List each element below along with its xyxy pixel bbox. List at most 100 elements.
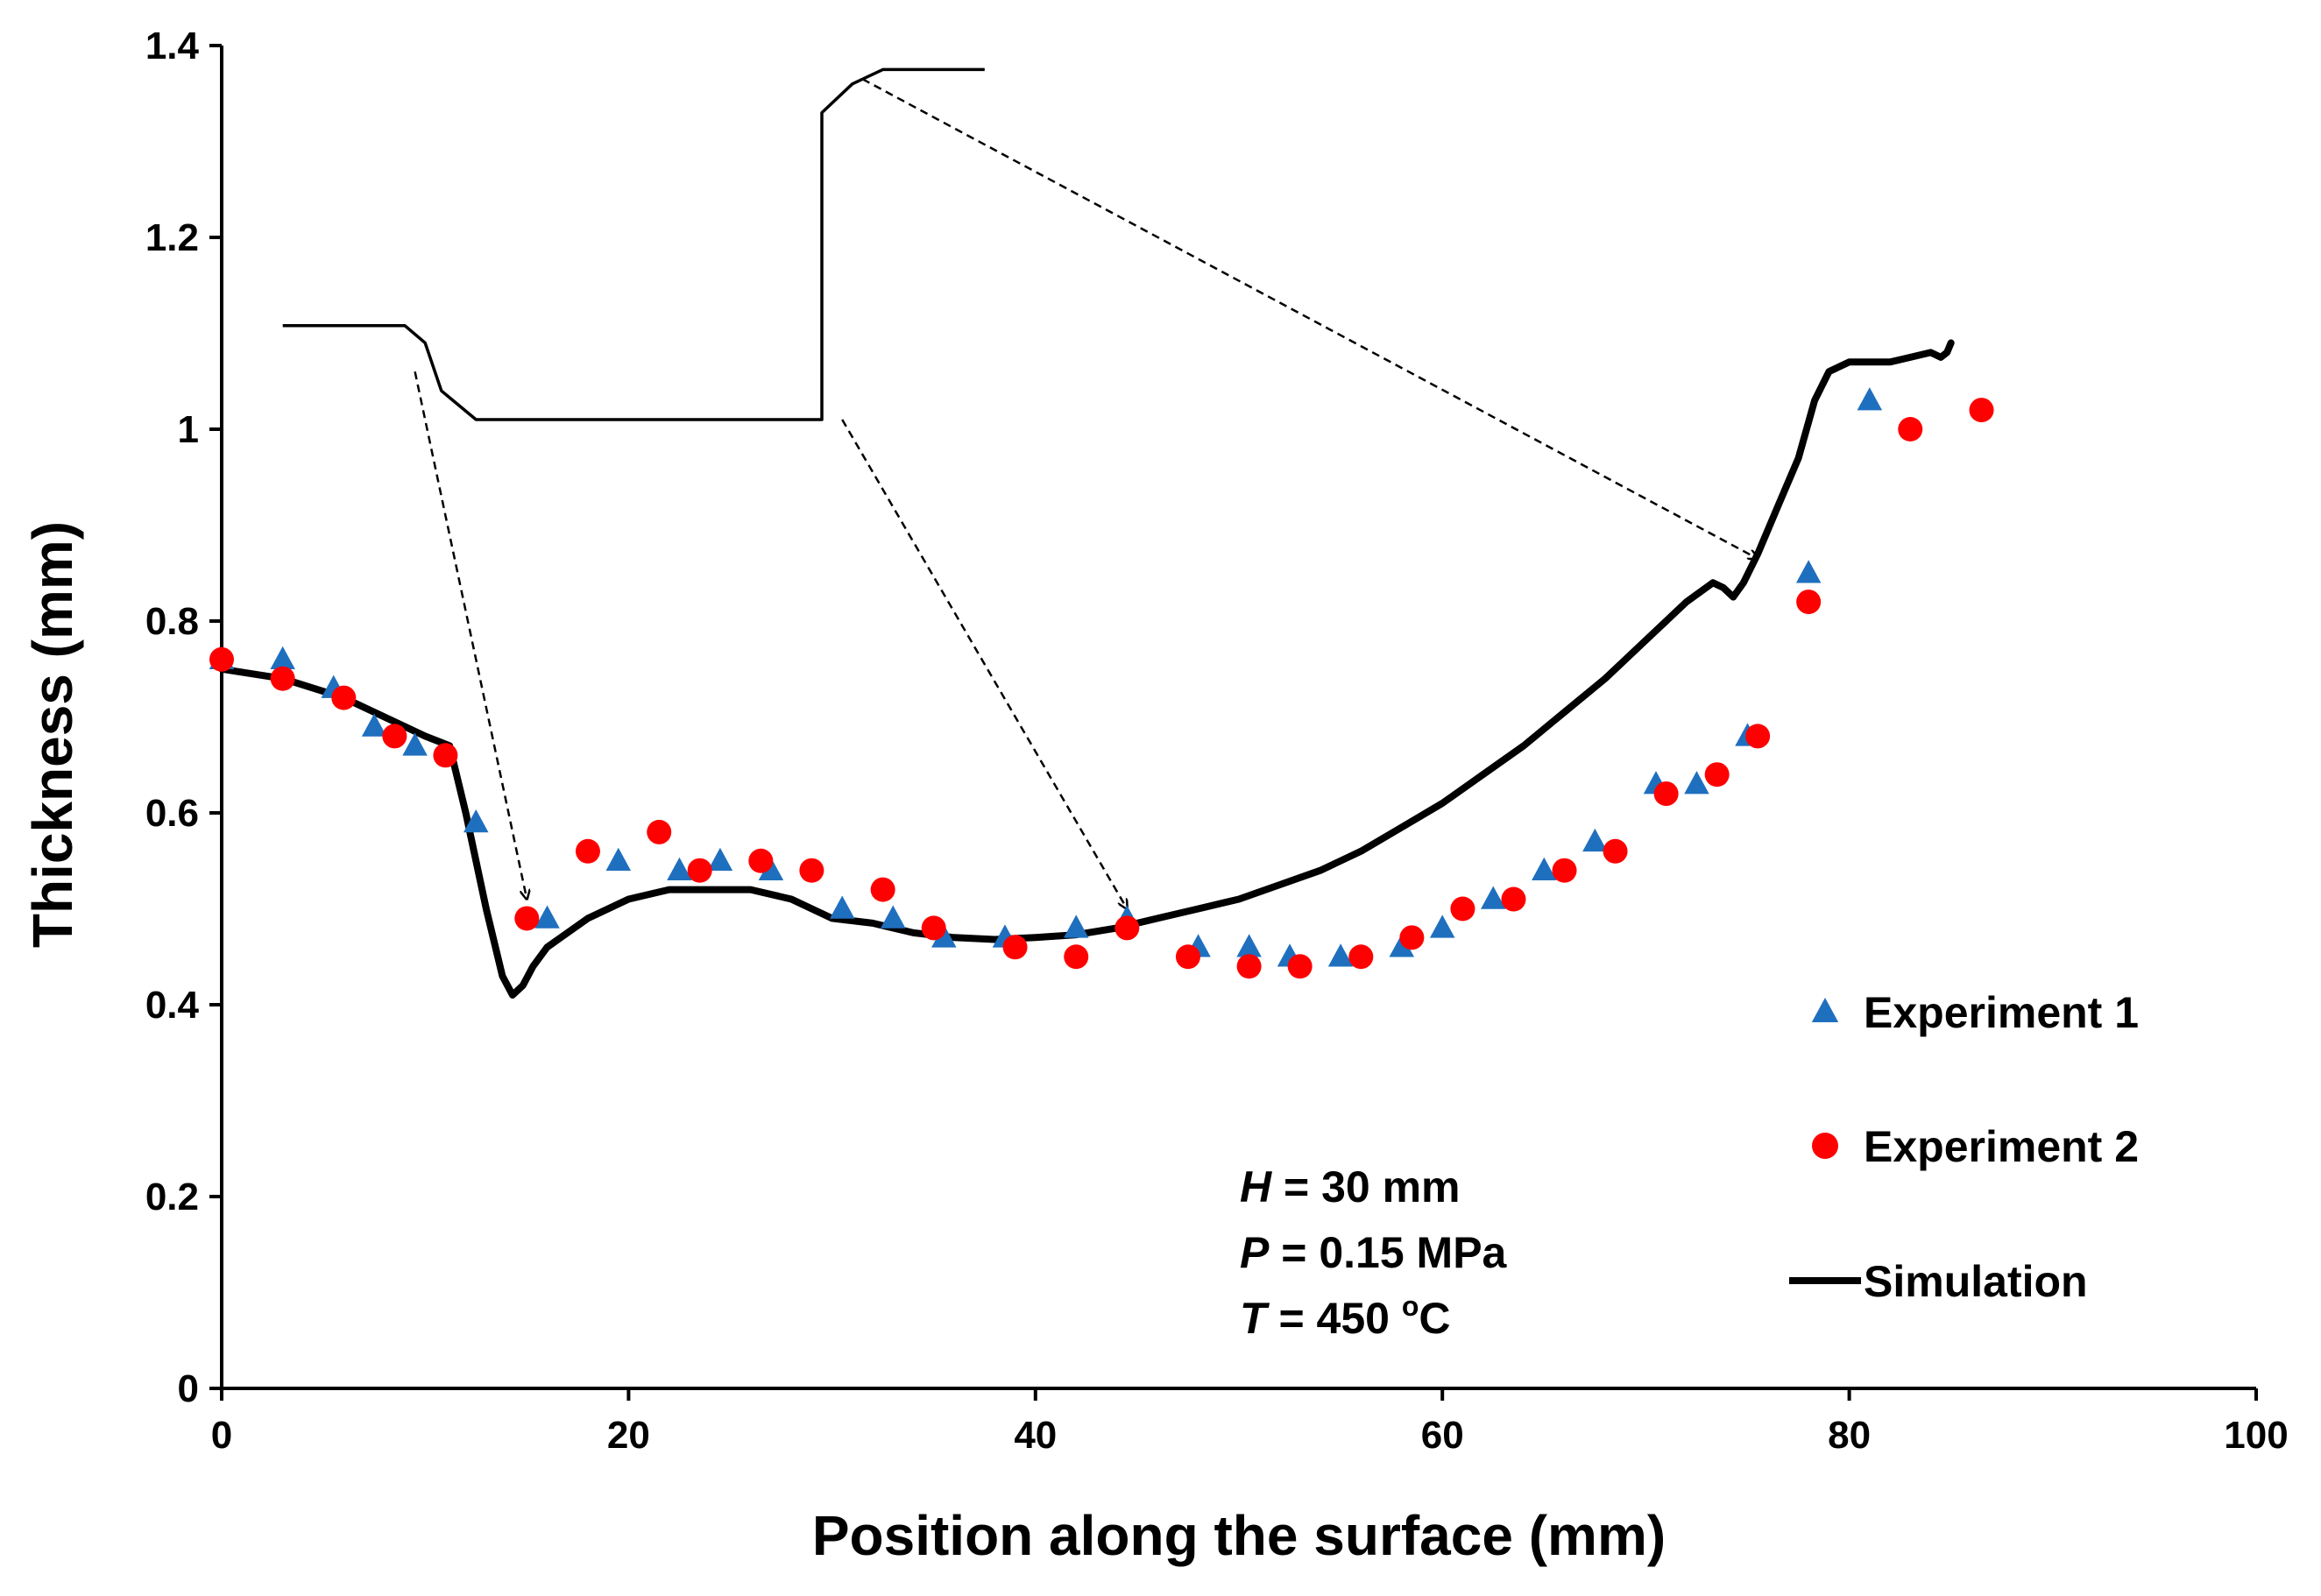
experiment-2-point — [1064, 944, 1089, 970]
experiment-1-point — [534, 905, 560, 929]
experiment-2-point — [1704, 762, 1730, 787]
experiment-1-point — [1582, 828, 1608, 852]
y-ticks: 0 0.2 0.4 0.6 0.8 1 1.2 1.4 — [145, 25, 222, 1410]
experiment-2-point — [1552, 858, 1577, 883]
experiment-2-point — [1969, 398, 1994, 423]
experiment-2-point — [921, 915, 946, 941]
annotation-arrows — [414, 78, 1758, 908]
experiment-2-point — [1450, 896, 1475, 922]
annotation-arrow — [414, 371, 527, 899]
experiment-2-point — [270, 666, 295, 691]
experiment-2-point — [1796, 590, 1822, 615]
experiment-2-point — [331, 685, 357, 710]
experiment-2-point — [1175, 944, 1200, 970]
param-temperature: T = 450 oC — [1240, 1290, 1451, 1343]
x-tick-label: 20 — [607, 1414, 650, 1457]
experiment-1-point — [829, 895, 855, 919]
experiment-2-point — [433, 743, 458, 768]
experiment-1-point — [1389, 934, 1415, 957]
experiment-2-point — [1898, 417, 1923, 441]
param-pressure: P = 0.15 MPa — [1240, 1228, 1508, 1277]
x-tick-label: 40 — [1014, 1414, 1057, 1457]
param-temperature-degree: o — [1402, 1290, 1419, 1322]
y-tick-label: 0.8 — [145, 600, 199, 643]
experiment-2-layer — [209, 398, 1994, 979]
x-ticks: 0 20 40 60 80 100 — [211, 1388, 2289, 1457]
legend-label-simulation: Simulation — [1864, 1257, 2088, 1306]
experiment-2-point — [1399, 925, 1425, 950]
y-tick-label: 1.2 — [145, 216, 199, 259]
experiment-1-point — [1532, 857, 1557, 880]
y-tick-label: 0.2 — [145, 1176, 199, 1218]
experiment-1-point — [402, 732, 428, 756]
experiment-2-point — [1348, 944, 1374, 970]
profile-inset — [282, 67, 985, 421]
y-tick-label: 0.4 — [145, 984, 200, 1027]
experiment-2-point — [1287, 954, 1313, 979]
experiment-1-point — [667, 857, 692, 880]
experiment-1-point — [361, 713, 387, 737]
x-tick-label: 100 — [2224, 1414, 2288, 1457]
experiment-2-point — [687, 858, 712, 883]
experiment-2-point — [1603, 838, 1628, 864]
legend-label-experiment-1: Experiment 1 — [1864, 988, 2139, 1037]
profile-inset-line — [282, 67, 985, 421]
param-height: H = 30 mm — [1240, 1162, 1461, 1211]
experiment-2-point — [1002, 935, 1028, 960]
experiment-1-layer — [209, 387, 1883, 967]
experiment-1-point — [1429, 915, 1455, 938]
param-height-var: H — [1240, 1162, 1272, 1211]
process-parameters: H = 30 mm P = 0.15 MPa T = 450 oC — [1240, 1162, 1508, 1343]
experiment-2-point — [514, 906, 540, 931]
experiment-2-point — [1653, 781, 1679, 807]
param-pressure-var: P — [1240, 1228, 1270, 1277]
param-pressure-value: = 0.15 MPa — [1269, 1228, 1507, 1277]
experiment-2-point — [382, 724, 407, 749]
annotation-arrow — [841, 419, 1127, 908]
legend-label-experiment-2: Experiment 2 — [1864, 1122, 2139, 1171]
param-temperature-unit: C — [1419, 1294, 1450, 1343]
experiment-2-point — [1745, 724, 1771, 749]
experiment-1-point — [270, 646, 295, 670]
y-tick-label: 1 — [178, 408, 199, 451]
experiment-1-point — [931, 924, 957, 948]
experiment-1-point — [1857, 387, 1883, 411]
experiment-2-point — [870, 877, 895, 902]
y-tick-label: 0.6 — [145, 792, 199, 835]
experiment-1-point — [707, 847, 733, 871]
legend-marker-experiment-1 — [1811, 998, 1839, 1022]
y-tick-label: 0 — [178, 1367, 199, 1410]
experiment-1-point — [1481, 886, 1506, 909]
experiment-1-point — [1684, 771, 1709, 794]
experiment-1-point — [1063, 915, 1089, 938]
annotation-arrow — [861, 78, 1758, 559]
experiment-1-point — [1795, 560, 1822, 583]
experiment-1-point — [881, 905, 906, 929]
legend: Experiment 1 Experiment 2 Simulation — [1789, 988, 2139, 1306]
experiment-1-point — [605, 847, 632, 871]
experiment-2-point — [748, 848, 774, 873]
experiment-2-point — [799, 858, 824, 883]
simulation-line — [218, 339, 1955, 999]
y-axis-title: Thickness (mm) — [21, 521, 84, 948]
y-tick-label: 1.4 — [145, 25, 200, 67]
experiment-1-point — [1327, 943, 1354, 967]
experiment-2-point — [647, 819, 672, 844]
x-axis-title: Position along the surface (mm) — [812, 1504, 1666, 1567]
axes: 0 20 40 60 80 100 0 0.2 0.4 0.6 0.8 1 1.2 1.4 — [145, 25, 2289, 1457]
experiment-2-point — [1236, 954, 1262, 979]
param-temperature-value: = 450 — [1267, 1294, 1402, 1343]
experiment-1-point — [1236, 934, 1262, 957]
legend-marker-experiment-2 — [1812, 1133, 1838, 1159]
experiment-2-point — [209, 646, 234, 672]
param-temperature-var: T — [1240, 1294, 1270, 1343]
x-tick-label: 0 — [211, 1414, 232, 1457]
experiment-2-point — [1501, 886, 1526, 912]
param-height-value: = 30 mm — [1271, 1162, 1460, 1211]
x-tick-label: 60 — [1421, 1414, 1464, 1457]
experiment-2-point — [1115, 915, 1140, 941]
experiment-2-point — [575, 838, 600, 864]
x-tick-label: 80 — [1828, 1414, 1871, 1457]
